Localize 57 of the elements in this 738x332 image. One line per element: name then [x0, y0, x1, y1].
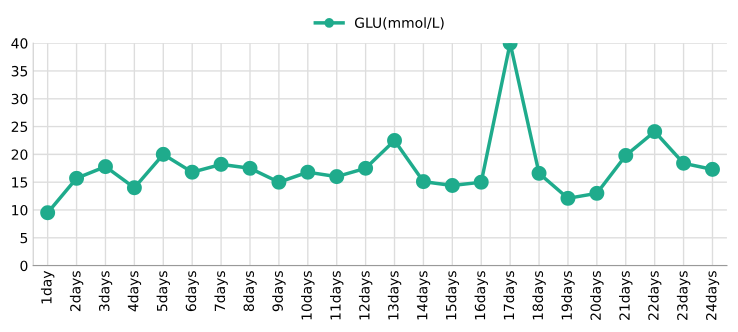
x-tick-label: 20days [590, 271, 604, 320]
y-tick-label: 30 [12, 94, 28, 104]
x-tick-label: 8days [243, 271, 257, 312]
point [156, 146, 171, 162]
point [126, 180, 142, 196]
y-tick-label: 40 [11, 38, 28, 49]
x-tick-label: 9days [272, 271, 286, 312]
x-tick-label: 24days [706, 271, 720, 320]
x-tick-label: 5days [156, 271, 170, 312]
x-tick-label: 22days [648, 271, 662, 320]
x-tick-label: 15days [446, 271, 460, 320]
point [358, 160, 374, 176]
point [329, 169, 344, 184]
legend-label: GLU(mmol/L) [354, 17, 444, 30]
point [705, 162, 720, 177]
x-tick-label: 23days [676, 271, 690, 320]
x-tick-label: 4days [128, 271, 142, 312]
point [40, 205, 56, 220]
point [98, 159, 113, 174]
point [589, 186, 604, 201]
y-tick-label: 5 [20, 232, 28, 244]
point [444, 178, 460, 193]
point [676, 156, 692, 171]
x-tick-label: 19days [561, 271, 575, 320]
point [618, 148, 634, 163]
y-tick-label: 25 [12, 122, 28, 132]
y-tick-label: 10 [12, 204, 28, 216]
point [184, 164, 200, 180]
x-tick-label: 6days [185, 271, 199, 312]
point [474, 174, 489, 190]
point [560, 190, 576, 206]
x-tick-label: 16days [474, 271, 488, 320]
x-tick-label: 7days [214, 271, 228, 311]
x-tick-label: 2days [70, 271, 84, 312]
point [387, 133, 402, 148]
x-tick-label: 10days [301, 271, 315, 320]
x-tick-label: 21days [619, 271, 632, 320]
point [647, 124, 662, 140]
point [271, 174, 286, 190]
x-tick-label: 14days [416, 271, 430, 320]
x-tick-label: 18days [532, 271, 546, 320]
x-tick-label: 12days [358, 271, 372, 320]
x-tick-label: 1day [40, 270, 54, 304]
point [416, 174, 431, 190]
y-tick-label: 35 [12, 66, 28, 76]
y-tick-label: 20 [12, 149, 28, 160]
x-tick-label: 11days [330, 271, 344, 320]
point [69, 170, 84, 186]
y-tick-label: 15 [12, 177, 28, 188]
point [214, 156, 229, 172]
point [532, 166, 547, 181]
y-tick-label: 0 [20, 260, 28, 272]
point [242, 160, 258, 176]
x-tick-label: 3days [98, 271, 112, 312]
x-tick-label: 13days [388, 271, 402, 320]
x-tick-label: 17days [503, 271, 517, 320]
point [300, 164, 316, 180]
